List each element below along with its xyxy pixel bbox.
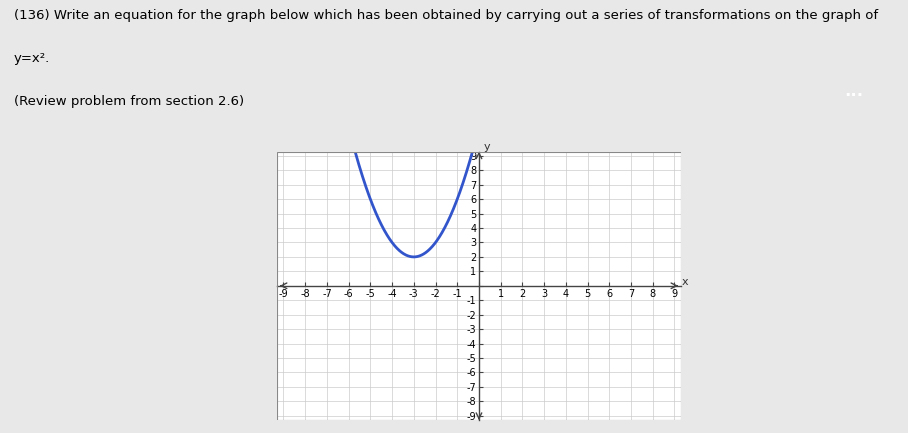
Text: ...: ... — [844, 82, 864, 100]
Text: (Review problem from section 2.6): (Review problem from section 2.6) — [14, 95, 243, 108]
Text: y: y — [483, 142, 490, 152]
Text: y=x².: y=x². — [14, 52, 50, 65]
Text: x: x — [682, 277, 688, 287]
Text: (136) Write an equation for the graph below which has been obtained by carrying : (136) Write an equation for the graph be… — [14, 9, 878, 22]
